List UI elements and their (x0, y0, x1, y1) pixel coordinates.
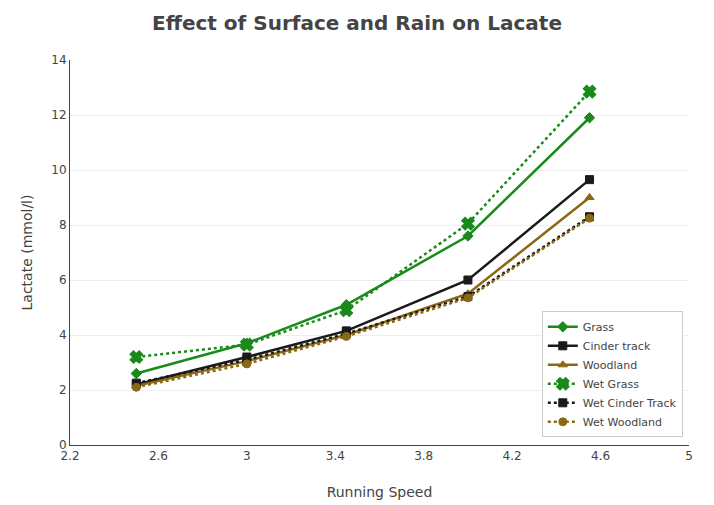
svg-text:2: 2 (59, 383, 67, 397)
svg-text:4.6: 4.6 (591, 449, 610, 463)
svg-text:4.2: 4.2 (503, 449, 522, 463)
svg-text:3.8: 3.8 (414, 449, 433, 463)
svg-text:0: 0 (59, 438, 67, 452)
svg-text:Wet Cinder Track: Wet Cinder Track (583, 397, 677, 410)
svg-text:12: 12 (51, 108, 66, 122)
svg-text:Woodland: Woodland (583, 359, 637, 372)
svg-text:Lactate (mmol/l): Lactate (mmol/l) (19, 195, 35, 311)
svg-text:Running Speed: Running Speed (327, 484, 433, 500)
svg-text:Cinder track: Cinder track (583, 340, 651, 353)
svg-text:5: 5 (685, 449, 693, 463)
svg-text:3: 3 (243, 449, 251, 463)
svg-text:10: 10 (51, 163, 66, 177)
svg-text:Wet Woodland: Wet Woodland (583, 416, 662, 429)
svg-text:3.4: 3.4 (326, 449, 345, 463)
svg-text:2.2: 2.2 (60, 449, 79, 463)
svg-text:Effect of Surface and Rain on: Effect of Surface and Rain on Lacate (152, 11, 562, 35)
svg-text:Wet Grass: Wet Grass (583, 378, 639, 391)
svg-text:4: 4 (59, 328, 67, 342)
svg-text:8: 8 (59, 218, 67, 232)
svg-text:14: 14 (51, 53, 66, 67)
svg-text:Grass: Grass (583, 321, 615, 334)
svg-text:2.6: 2.6 (149, 449, 168, 463)
svg-text:6: 6 (59, 273, 67, 287)
